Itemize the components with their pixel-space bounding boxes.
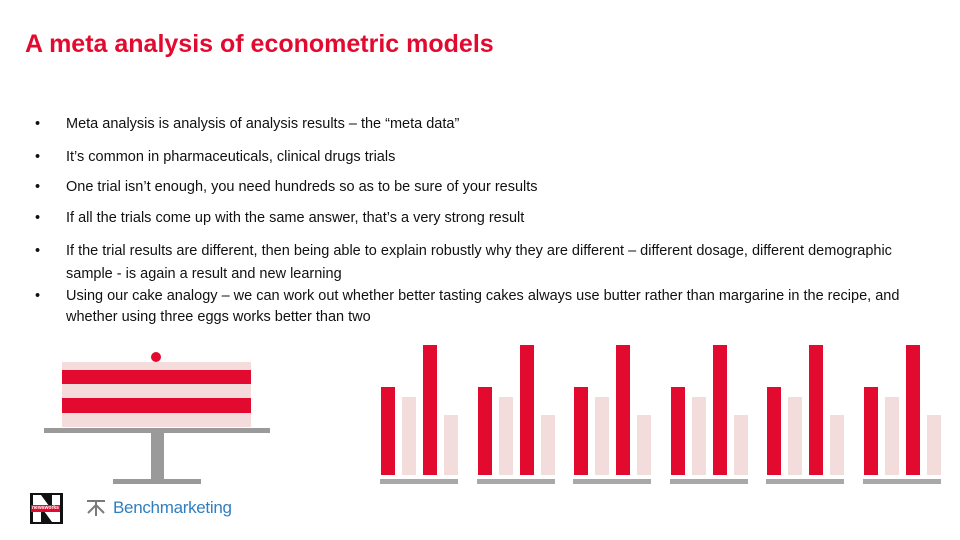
bar bbox=[927, 415, 941, 475]
bar bbox=[767, 387, 781, 475]
bar-baseline bbox=[863, 479, 941, 484]
bar bbox=[595, 397, 609, 475]
bar-baseline bbox=[380, 479, 458, 484]
bar bbox=[574, 387, 588, 475]
bar-charts-illustration bbox=[380, 345, 941, 484]
bullet-item: • Meta analysis is analysis of analysis … bbox=[35, 113, 930, 135]
benchmarketing-icon bbox=[87, 500, 105, 516]
bar-baseline bbox=[670, 479, 748, 484]
bullet-item: • If the trial results are different, th… bbox=[35, 240, 930, 286]
bar-baseline bbox=[477, 479, 555, 484]
bullet-text: One trial isn’t enough, you need hundred… bbox=[66, 179, 538, 195]
cake-on-stand-icon bbox=[44, 352, 270, 484]
cake-stand-stem bbox=[151, 433, 164, 479]
bar-baseline bbox=[766, 479, 844, 484]
bar bbox=[788, 397, 802, 475]
bullet-marker: • bbox=[35, 179, 41, 195]
partner-name: Benchmarketing bbox=[113, 498, 232, 517]
cake-base-layer bbox=[62, 413, 251, 427]
bar bbox=[423, 345, 437, 475]
bar bbox=[734, 415, 748, 475]
bar bbox=[402, 397, 416, 475]
bullet-marker: • bbox=[35, 210, 41, 226]
bar bbox=[713, 345, 727, 475]
bullet-list: • Meta analysis is analysis of analysis … bbox=[35, 113, 930, 328]
bar bbox=[830, 415, 844, 475]
bar bbox=[906, 345, 920, 475]
bullet-marker: • bbox=[35, 149, 41, 165]
bar bbox=[616, 345, 630, 475]
bullet-marker: • bbox=[35, 288, 41, 304]
bullet-text: It’s common in pharmaceuticals, clinical… bbox=[66, 149, 396, 165]
bar bbox=[809, 345, 823, 475]
logo-small-text: newsworks bbox=[31, 505, 60, 512]
bullet-text: If all the trials come up with the same … bbox=[66, 210, 525, 226]
cake-red-layer bbox=[62, 370, 251, 384]
bullet-text: Meta analysis is analysis of analysis re… bbox=[66, 116, 460, 132]
bar-baseline bbox=[573, 479, 651, 484]
bar bbox=[671, 387, 685, 475]
bar bbox=[637, 415, 651, 475]
slide-title: A meta analysis of econometric models bbox=[25, 30, 494, 58]
bar bbox=[885, 397, 899, 475]
bar bbox=[444, 415, 458, 475]
cake-red-layer bbox=[62, 398, 251, 413]
bullet-text: If the trial results are different, then… bbox=[66, 243, 892, 282]
bullet-item: • If all the trials come up with the sam… bbox=[35, 207, 930, 229]
bullet-marker: • bbox=[35, 116, 41, 132]
cake-stand-foot bbox=[113, 479, 201, 484]
cake-cream-layer bbox=[62, 384, 251, 398]
bar bbox=[478, 387, 492, 475]
benchmarketing-logo: Benchmarketing bbox=[85, 498, 232, 518]
bullet-item: • One trial isn’t enough, you need hundr… bbox=[35, 176, 930, 198]
bar bbox=[520, 345, 534, 475]
bullet-marker: • bbox=[35, 243, 41, 259]
cake-top-layer bbox=[62, 362, 251, 370]
bar bbox=[692, 397, 706, 475]
bullet-item: • Using our cake analogy – we can work o… bbox=[35, 286, 930, 328]
cake-stand-plate bbox=[44, 428, 270, 433]
newsworks-logo: newsworks bbox=[30, 493, 63, 524]
bar bbox=[541, 415, 555, 475]
bar bbox=[499, 397, 513, 475]
bullet-text: Using our cake analogy – we can work out… bbox=[66, 288, 900, 325]
bar bbox=[864, 387, 878, 475]
bullet-item: • It’s common in pharmaceuticals, clinic… bbox=[35, 146, 930, 168]
cake-cherry bbox=[151, 352, 161, 362]
bar bbox=[381, 387, 395, 475]
